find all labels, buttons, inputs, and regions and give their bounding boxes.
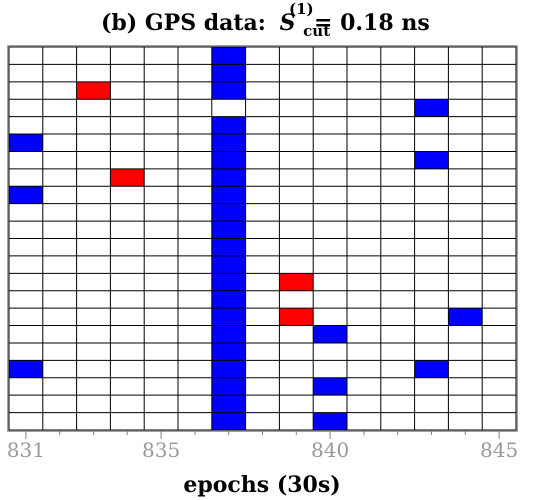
x-tick-label: 845 — [480, 438, 518, 462]
title-prefix: (b) GPS data: — [101, 10, 266, 36]
x-tick-label: 831 — [7, 438, 45, 462]
heatmap-cell-blue — [313, 377, 347, 396]
heatmap-cell-blue — [414, 99, 449, 117]
heatmap-cell-blue — [9, 360, 43, 378]
x-tick-label: 840 — [311, 438, 349, 462]
heatmap-cell-red — [279, 273, 314, 291]
heatmap-cell-red — [110, 168, 145, 187]
heatmap-cell-blue — [313, 325, 347, 343]
heatmap-cell-blue — [414, 151, 449, 169]
heatmap-grid — [7, 45, 518, 432]
chart-title: (b) GPS data: S cut (1) = 0.18 ns — [101, 0, 430, 42]
heatmap-cell-red — [76, 81, 111, 100]
heatmap-cell-blue — [414, 360, 449, 378]
x-axis-ticks: 831 835 840 845 — [7, 431, 518, 462]
heatmap-cell-blue — [448, 308, 483, 326]
title-superscript: (1) — [289, 0, 314, 18]
heatmap-cell-blue — [9, 134, 43, 152]
title-subscript: cut — [303, 22, 330, 40]
heatmap-cell-blue — [9, 186, 43, 204]
heatmap-cell-blue — [313, 412, 347, 430]
x-tick-label: 835 — [142, 438, 180, 462]
heatmap-cell-red — [279, 308, 314, 326]
x-axis-label: epochs (30s) — [183, 472, 340, 498]
title-suffix: = 0.18 ns — [314, 10, 430, 36]
heatmap-cell-block-blue — [211, 47, 246, 100]
title-symbol: S — [280, 10, 296, 36]
